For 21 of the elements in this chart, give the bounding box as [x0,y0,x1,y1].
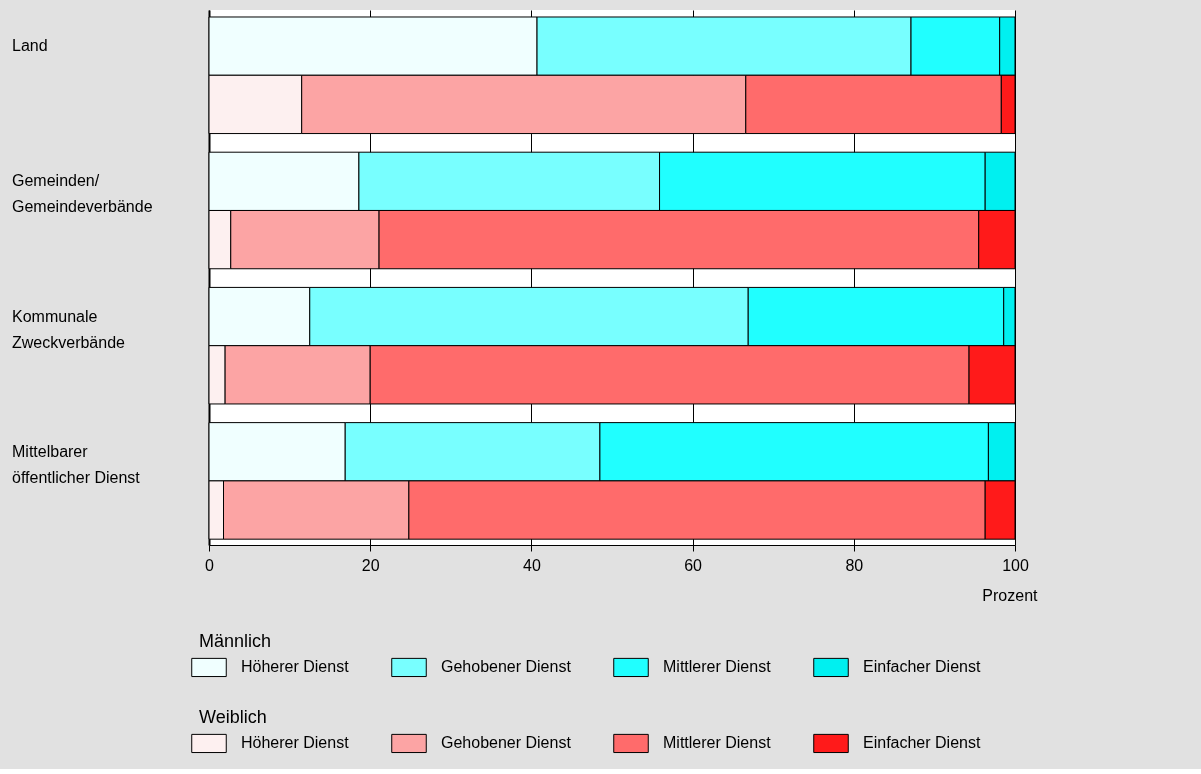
text: Weiblich [199,707,267,727]
x-tick-label: 80 [845,556,864,574]
legend-label: Einfacher Dienst [863,658,981,676]
y-tick-label: Gemeinden/ Gemeindeverbände [12,172,153,216]
legend-label: Gehobener Dienst [441,658,572,676]
legend-label: Mittlerer Dienst [663,734,772,752]
legend-label: Höherer Dienst [241,734,350,752]
x-axis-title: Prozent [982,586,1039,604]
legend-label: Einfacher Dienst [863,734,981,752]
y-tick-label: Mittelbarer öffentlicher Dienst [12,442,141,486]
x-tick-label: 100 [1002,556,1029,574]
legend-label: Höherer Dienst [241,658,350,676]
x-tick-label: 20 [361,556,380,574]
x-tick-label: 0 [205,556,215,574]
y-tick-label: Kommunale Zweckverbände [12,307,126,351]
legend-label: Mittlerer Dienst [663,658,772,676]
x-tick-label: 60 [684,556,703,574]
x-tick-label: 40 [523,556,541,574]
legend-label: Gehobener Dienst [441,734,572,752]
text: Männlich [199,631,272,651]
y-tick-label: Land [12,37,48,55]
